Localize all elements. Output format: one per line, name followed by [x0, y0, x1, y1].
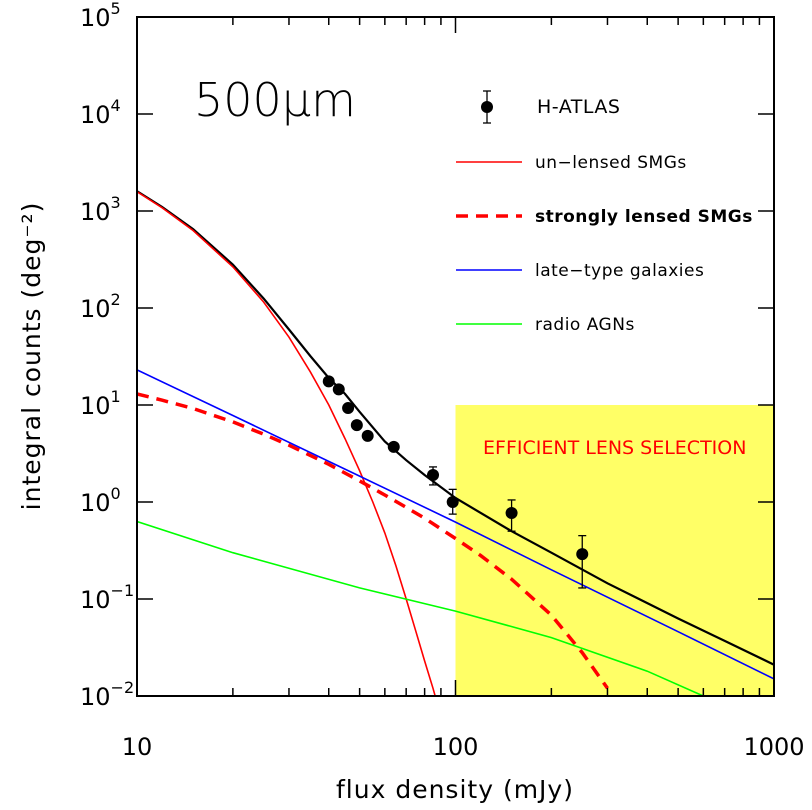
shaded-region	[455, 405, 774, 696]
legend: H-ATLAS un−lensed SMGs strongly lensed SMG…	[456, 90, 753, 335]
data-point	[446, 488, 459, 515]
data-point-marker	[427, 468, 440, 481]
shaded-region-label: EFFICIENT LENS SELECTION	[483, 437, 746, 459]
series-line-un-lensed-smgs	[137, 191, 436, 696]
y-tick-label: 10−1	[80, 581, 134, 614]
axis-ticks	[136, 16, 775, 697]
legend-entry: late−type galaxies	[456, 261, 704, 281]
data-point-marker	[322, 375, 335, 388]
series-line-total	[137, 190, 774, 666]
data-point	[387, 440, 400, 453]
legend-entry: un−lensed SMGs	[456, 153, 687, 173]
data-point-marker	[387, 440, 400, 453]
y-tick-labels: 10−2 10−1 100 101 102 103 104 105	[80, 0, 134, 711]
legend-label: radio AGNs	[535, 315, 635, 335]
data-point	[322, 375, 335, 388]
x-tick-label: 10	[122, 733, 153, 761]
legend-entry: radio AGNs	[456, 315, 635, 335]
series-line-strongly-lensed-smgs	[137, 392, 609, 690]
x-tick-label: 1000	[743, 733, 804, 761]
data-point	[332, 383, 345, 396]
y-tick-label: 102	[80, 290, 121, 323]
data-point-marker	[505, 507, 518, 520]
legend-label: strongly lensed SMGs	[535, 207, 753, 227]
series-line-radio-agns	[137, 520, 704, 696]
legend-marker	[481, 101, 493, 113]
data-point	[350, 419, 363, 432]
shaded-region-rect	[455, 405, 774, 696]
data-point	[505, 499, 518, 532]
y-tick-label: 103	[80, 193, 121, 226]
series-line-late-type-galaxies	[137, 369, 774, 680]
data-point	[342, 402, 355, 415]
y-tick-label: 100	[80, 484, 121, 517]
legend-entry: strongly lensed SMGs	[456, 207, 753, 227]
data-point-marker	[446, 496, 459, 508]
data-point	[361, 429, 374, 442]
data-point-marker	[361, 429, 374, 442]
y-axis-label: integral counts (deg⁻²)	[17, 202, 46, 511]
series-layer	[137, 190, 774, 696]
y-tick-label: 10−2	[80, 678, 134, 711]
y-tick-label: 101	[80, 387, 121, 420]
data-point-marker	[350, 419, 363, 432]
legend-entry: H-ATLAS	[481, 90, 620, 124]
legend-label: late−type galaxies	[535, 261, 704, 281]
data-point-marker	[342, 402, 355, 415]
data-point	[576, 534, 589, 589]
legend-label: H-ATLAS	[537, 96, 620, 118]
points-layer	[322, 375, 589, 589]
x-tick-label: 100	[433, 733, 479, 761]
data-point	[427, 466, 440, 486]
data-point-marker	[576, 548, 589, 561]
panel-label: 500μm	[194, 73, 356, 127]
data-point-marker	[332, 383, 345, 396]
y-tick-label: 104	[80, 96, 121, 129]
y-tick-label: 105	[80, 0, 121, 32]
legend-label: un−lensed SMGs	[535, 153, 687, 173]
x-tick-labels: 10 100 1000	[122, 733, 805, 761]
x-axis-label: flux density (mJy)	[336, 775, 574, 804]
